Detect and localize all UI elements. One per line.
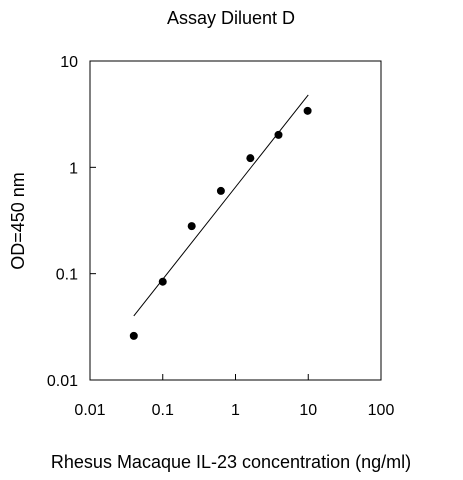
data-point: [274, 130, 283, 139]
chart-title: Assay Diluent D: [167, 8, 295, 28]
data-point: [246, 154, 255, 163]
data-point: [187, 222, 196, 231]
x-tick-label: 10: [299, 402, 317, 419]
y-tick-label: 1: [69, 160, 78, 177]
x-tick-label: 0.1: [152, 402, 174, 419]
y-tick-label: 0.1: [56, 267, 78, 284]
y-axis-ticks: 0.01 0.1 1 10: [47, 54, 96, 390]
x-axis-label: Rhesus Macaque IL-23 concentration (ng/m…: [51, 452, 411, 472]
data-point: [158, 277, 167, 286]
y-tick-label: 0.01: [47, 373, 78, 390]
x-tick-label: 1: [231, 402, 240, 419]
x-tick-label: 0.01: [74, 402, 105, 419]
y-axis-label: OD=450 nm: [8, 172, 28, 270]
y-tick-label: 10: [60, 54, 78, 71]
data-point: [216, 186, 225, 195]
x-tick-label: 100: [368, 402, 395, 419]
data-points: [129, 106, 312, 340]
data-point: [303, 106, 312, 115]
x-axis-ticks: 0.01 0.1 1 10 100: [74, 374, 394, 419]
data-point: [129, 331, 138, 340]
